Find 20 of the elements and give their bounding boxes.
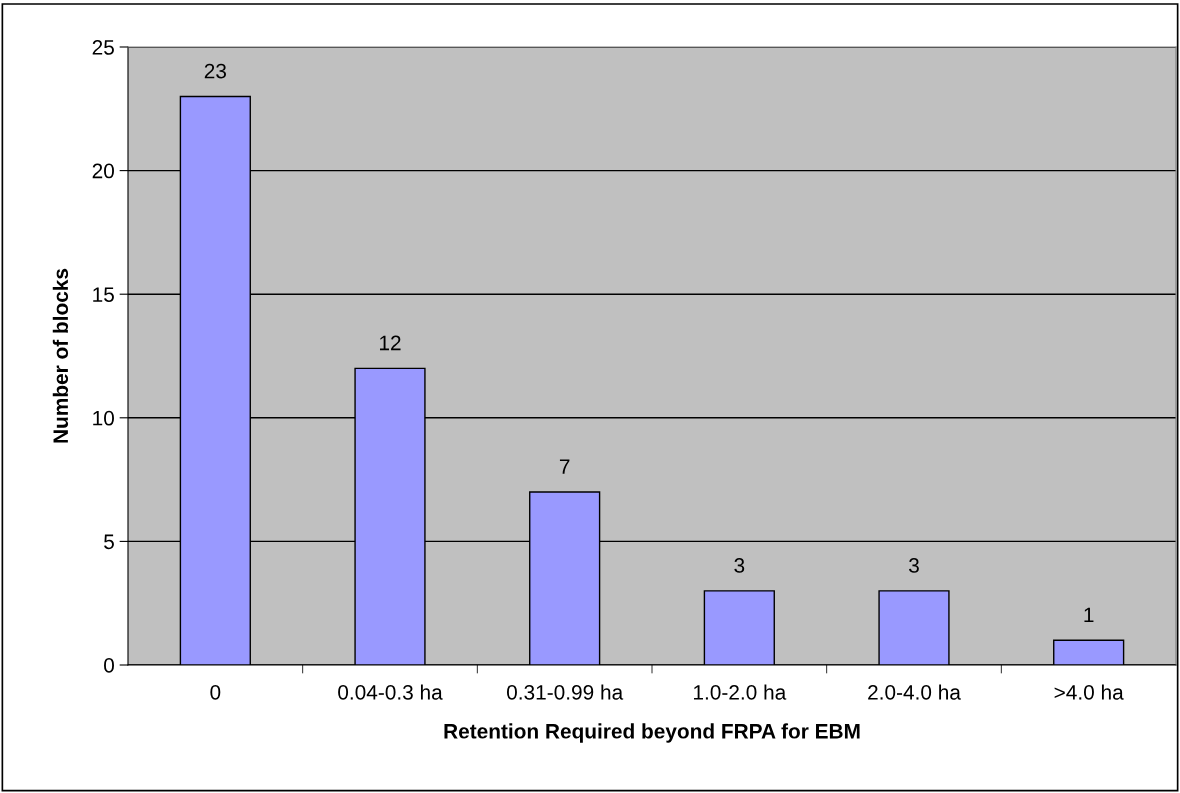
x-tick-label: 2.0-4.0 ha	[868, 684, 961, 700]
x-tick-label: 0.31-0.99 ha	[506, 684, 624, 700]
y-axis-title: Number of blocks	[52, 268, 69, 443]
y-tick-label: 20	[92, 163, 114, 179]
y-tick-label: 5	[104, 534, 114, 550]
data-label: 23	[204, 63, 227, 79]
x-tick-label: 0	[210, 684, 221, 700]
data-label: 3	[909, 558, 919, 573]
y-tick-label: 25	[92, 40, 114, 55]
y-tick-label: 10	[93, 410, 114, 426]
x-axis-title: Retention Required beyond FRPA for EBM	[444, 723, 860, 743]
y-tick-label: 0	[104, 658, 114, 673]
x-tick-label: >4.0 ha	[1054, 684, 1124, 700]
data-label: 3	[734, 558, 745, 573]
data-label: 1	[1084, 607, 1094, 623]
x-tick-label: 0.04-0.3 ha	[338, 684, 443, 700]
y-tick-label: 15	[93, 287, 114, 302]
x-tick-label: 1.0-2.0 ha	[694, 684, 787, 700]
data-label: 12	[380, 335, 401, 351]
data-label: 7	[559, 459, 570, 474]
